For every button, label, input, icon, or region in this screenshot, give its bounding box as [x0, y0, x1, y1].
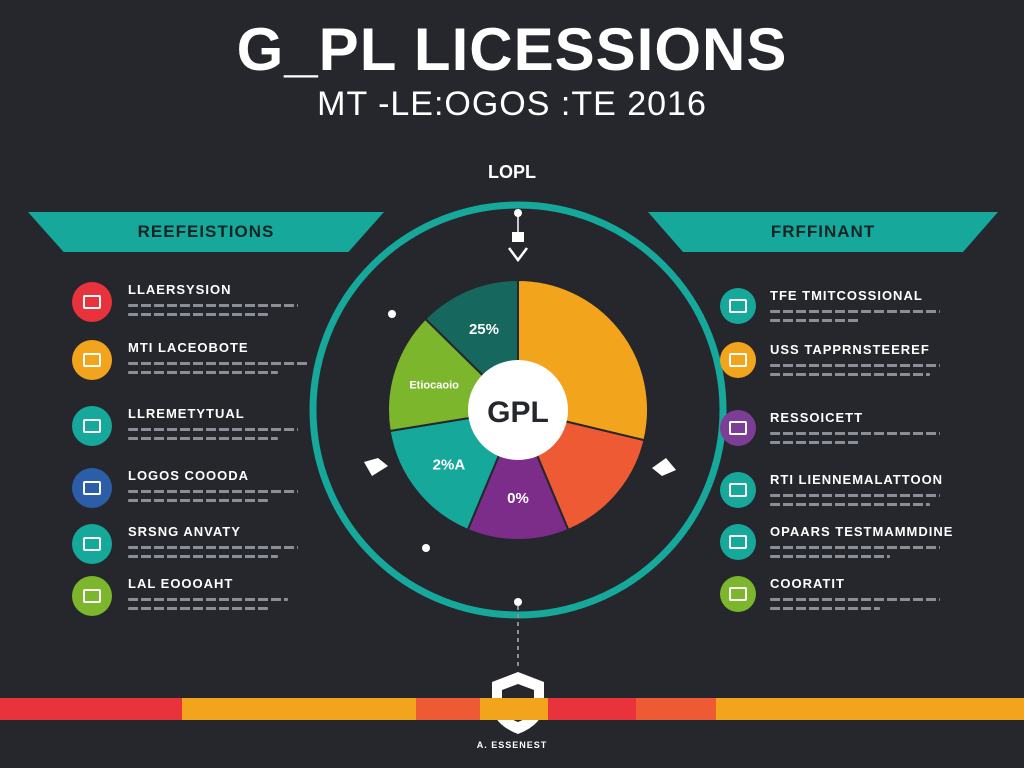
right-item-title: TFE TMITCOSSIONAL [770, 288, 923, 303]
left-list-item: LLAERSYSION [72, 278, 332, 328]
ring-node-left [388, 310, 396, 318]
right-list-item: RTI LIENNEMALATTOON [720, 468, 970, 518]
bottom-bar-segment [182, 698, 416, 720]
pie-slice [466, 407, 570, 541]
right-banner: FRFFINANT [648, 212, 998, 252]
left-item-title: LAL EOOOAHT [128, 576, 234, 591]
page-subtitle: MT -LE:OGOS :TE 2016 [317, 85, 707, 123]
left-item-icon [72, 576, 112, 616]
left-banner: REEFEISTIONS [28, 212, 384, 252]
left-item-title: SRSNG ANVATY [128, 524, 241, 539]
pie-slice-label: Etiocaoio [409, 379, 459, 391]
left-item-text-placeholder [128, 428, 328, 446]
left-item-icon [72, 406, 112, 446]
left-item-text-placeholder [128, 598, 328, 616]
left-item-text-placeholder [128, 304, 328, 322]
right-item-icon [720, 524, 756, 560]
bottom-bar-segment [416, 698, 480, 720]
right-item-icon [720, 342, 756, 378]
bottom-bar-segment [636, 698, 716, 720]
left-list-item: LLREMETYTUAL [72, 402, 332, 452]
right-item-icon [720, 576, 756, 612]
right-item-text-placeholder [770, 364, 960, 382]
right-item-title: RESSOICETT [770, 410, 864, 425]
right-list-item: USS TAPPRNSTEEREF [720, 338, 970, 388]
bottom-color-bar [0, 698, 1024, 720]
down-arrow-icon [508, 232, 528, 263]
ring-node-bottom [514, 598, 522, 606]
top-label: LOPL [488, 162, 536, 182]
right-item-text-placeholder [770, 432, 960, 450]
right-item-text-placeholder [770, 546, 960, 564]
right-item-text-placeholder [770, 598, 960, 616]
bottom-bar-segment [716, 698, 1024, 720]
flag-icon-right [652, 458, 676, 476]
pie-slice-label: 0% [507, 490, 529, 507]
right-banner-label: FRFFINANT [770, 222, 876, 241]
left-list-item: MTI LACEOBOTE [72, 336, 332, 386]
left-list-item: SRSNG ANVATY [72, 520, 332, 570]
right-item-title: COORATIT [770, 576, 845, 591]
pie-slice-label: 25% [469, 321, 499, 338]
right-list-item: RESSOICETT [720, 406, 970, 456]
right-item-text-placeholder [770, 310, 960, 328]
left-item-icon [72, 282, 112, 322]
pie-labels: 25% 0% 2%A Etiocaoio [409, 321, 528, 507]
left-item-text-placeholder [128, 490, 328, 508]
left-item-text-placeholder [128, 546, 328, 564]
pie-slice-label: 2%A [433, 457, 466, 474]
left-banner-label: REEFEISTIONS [137, 222, 275, 241]
right-item-text-placeholder [770, 494, 960, 512]
ring-node-top [514, 209, 522, 217]
left-item-text-placeholder [128, 362, 328, 380]
left-item-icon [72, 340, 112, 380]
pie-center-label: GPL [487, 396, 549, 429]
left-item-icon [72, 524, 112, 564]
bottom-bar-segment [548, 698, 636, 720]
left-item-title: MTI LACEOBOTE [128, 340, 249, 355]
pie-center [468, 360, 568, 460]
right-list-item: TFE TMITCOSSIONAL [720, 284, 970, 334]
left-list-item: LOGOS COOODA [72, 464, 332, 514]
page-title: G_PL LICESSIONS [236, 16, 788, 83]
flag-icon-left [364, 458, 388, 476]
ring-node-bottom-left [422, 544, 430, 552]
right-item-title: USS TAPPRNSTEEREF [770, 342, 930, 357]
left-item-title: LOGOS COOODA [128, 468, 250, 483]
left-list-item: LAL EOOOAHT [72, 572, 332, 622]
right-item-title: OPAARS TESTMAMMDINE [770, 524, 954, 539]
bottom-label: A. ESSENEST [476, 740, 548, 750]
left-item-title: LLREMETYTUAL [128, 406, 245, 421]
right-item-icon [720, 410, 756, 446]
left-item-icon [72, 468, 112, 508]
bottom-bar-segment [0, 698, 182, 720]
bottom-bar-segment [480, 698, 548, 720]
right-item-icon [720, 288, 756, 324]
right-item-title: RTI LIENNEMALATTOON [770, 472, 944, 487]
right-list-item: COORATIT [720, 572, 970, 622]
right-item-icon [720, 472, 756, 508]
right-list-item: OPAARS TESTMAMMDINE [720, 520, 970, 570]
left-item-title: LLAERSYSION [128, 282, 232, 297]
